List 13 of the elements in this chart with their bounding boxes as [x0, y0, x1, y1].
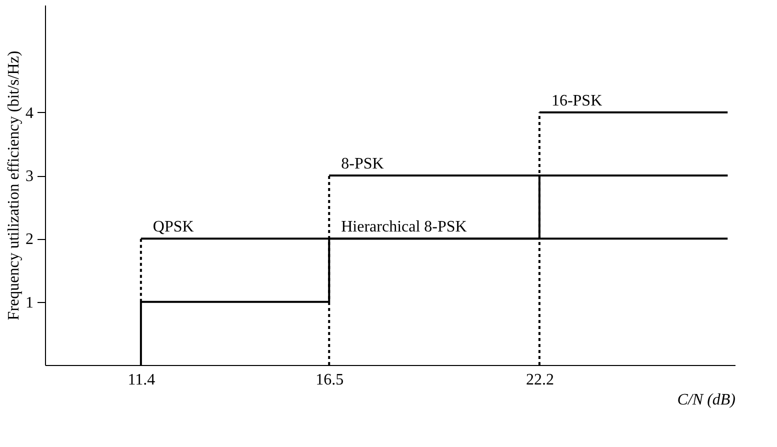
y-tick-label: 4: [26, 104, 34, 122]
y-tick-label: 2: [26, 231, 34, 248]
annotation: QPSK: [152, 218, 194, 236]
annotation: 8-PSK: [341, 156, 384, 173]
x-tick-label: 22.2: [526, 372, 554, 388]
y-tick-label: 1: [26, 294, 34, 312]
x-tick-label: 16.5: [316, 372, 344, 388]
x-tick-label: 11.4: [128, 372, 156, 388]
x-axis-title: C/N (dB): [677, 392, 736, 408]
y-tick-label: 3: [26, 168, 34, 186]
annotation: 16-PSK: [551, 92, 603, 110]
annotation: Hierarchical 8-PSK: [341, 218, 468, 236]
y-axis-title: Frequency utilization efficiency (bit/s/Hz): [6, 50, 22, 320]
